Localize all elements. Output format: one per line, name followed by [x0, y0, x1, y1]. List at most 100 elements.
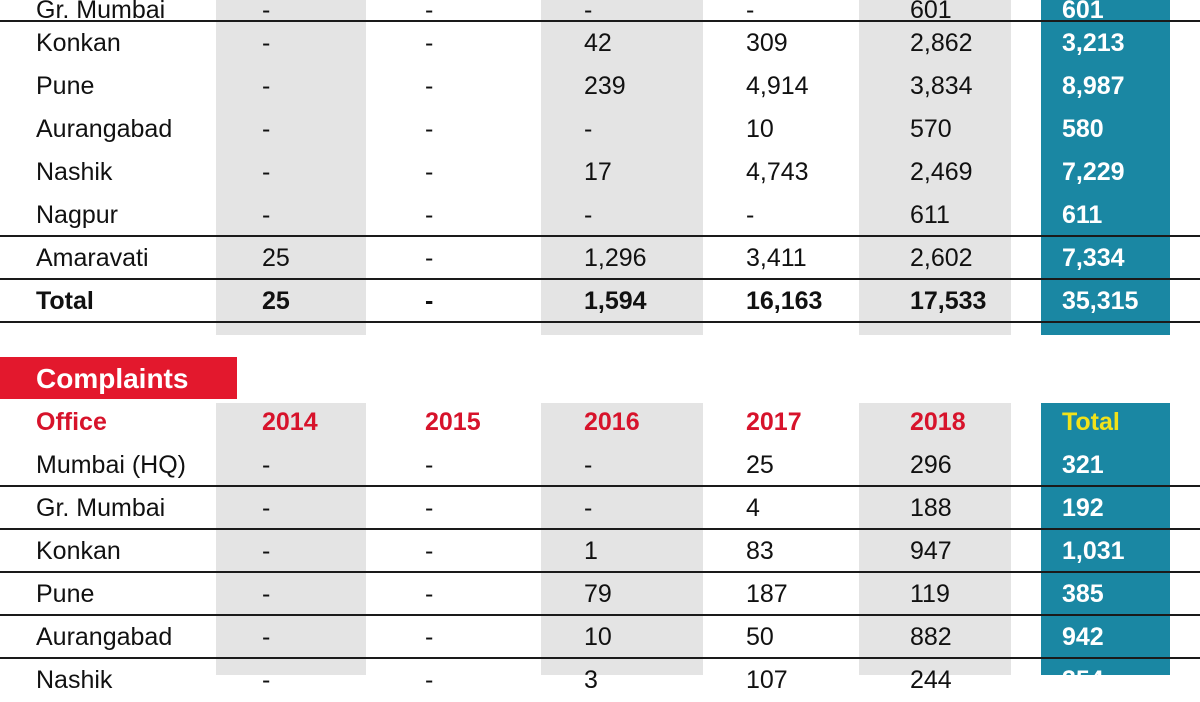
value-2014: - — [262, 158, 271, 186]
value-total: 7,229 — [1062, 158, 1125, 186]
value-total: 1,031 — [1062, 537, 1125, 565]
value-2017: 107 — [746, 666, 788, 694]
value-2017: 16,163 — [746, 287, 823, 315]
value-2015: - — [425, 580, 434, 608]
value-total: 3,213 — [1062, 29, 1125, 57]
table-row: Gr. Mumbai - - - - 601 601 — [0, 0, 1200, 24]
value-2017: - — [746, 201, 755, 229]
value-total: 7,334 — [1062, 244, 1125, 272]
office-cell: Nagpur — [36, 201, 118, 229]
value-2018: 947 — [910, 537, 952, 565]
value-2016: 17 — [584, 158, 612, 186]
value-2015: - — [425, 494, 434, 522]
table-row: Nashik - - 3 107 244 354 — [0, 659, 1200, 702]
office-cell: Pune — [36, 72, 95, 100]
table-row: Konkan - - 42 309 2,862 3,213 — [0, 22, 1200, 65]
value-2018: 2,862 — [910, 29, 973, 57]
table-row: Nashik - - 17 4,743 2,469 7,229 — [0, 151, 1200, 194]
value-2015: - — [425, 115, 434, 143]
table-row: Nagpur - - - - 611 611 — [0, 194, 1200, 237]
value-2014: - — [262, 201, 271, 229]
value-2014: - — [262, 494, 271, 522]
value-2015: - — [425, 623, 434, 651]
value-2018: 882 — [910, 623, 952, 651]
value-2016: - — [584, 115, 593, 143]
value-2017: 309 — [746, 29, 788, 57]
value-2017: 4 — [746, 494, 760, 522]
value-2018: 119 — [910, 580, 950, 608]
value-2014: - — [262, 72, 271, 100]
value-total: 385 — [1062, 580, 1104, 608]
table-row: Gr. Mumbai - - - 4 188 192 — [0, 487, 1200, 530]
value-total: 8,987 — [1062, 72, 1125, 100]
value-2018: 296 — [910, 451, 952, 479]
value-2017: 4,914 — [746, 72, 809, 100]
value-2014: - — [262, 623, 271, 651]
value-2016: - — [584, 494, 593, 522]
section-title: Complaints — [36, 363, 189, 394]
value-2016: - — [584, 0, 593, 24]
value-2017: 187 — [746, 580, 788, 608]
office-cell: Gr. Mumbai — [36, 0, 166, 24]
value-2018: 2,469 — [910, 158, 973, 186]
value-2018: 570 — [910, 115, 952, 143]
table-row: Pune - - 239 4,914 3,834 8,987 — [0, 65, 1200, 108]
table-row: Pune - - 79 187 119 385 — [0, 573, 1200, 616]
value-2017: - — [746, 0, 755, 24]
value-2017: 50 — [746, 623, 774, 651]
value-2018: 188 — [910, 494, 952, 522]
value-2016: 1,296 — [584, 244, 647, 272]
total-row: Total 25 - 1,594 16,163 17,533 35,315 — [0, 280, 1200, 323]
value-2017: 83 — [746, 537, 774, 565]
value-2016: 79 — [584, 580, 612, 608]
complaints-title-bar: Complaints — [0, 357, 237, 399]
value-2015: - — [425, 451, 434, 479]
value-2016: 42 — [584, 29, 612, 57]
value-total: 354 — [1062, 666, 1104, 694]
value-2015: - — [425, 287, 434, 315]
value-total: 35,315 — [1062, 287, 1139, 315]
value-2014: - — [262, 29, 271, 57]
value-2016: - — [584, 201, 593, 229]
value-2018: 17,533 — [910, 287, 987, 315]
value-2016: 10 — [584, 623, 612, 651]
value-2014: - — [262, 115, 271, 143]
value-2015: - — [425, 158, 434, 186]
value-2017: 10 — [746, 115, 774, 143]
value-2015: - — [425, 201, 434, 229]
column-header-2015: 2015 — [425, 408, 481, 436]
value-2016: 1,594 — [584, 287, 647, 315]
value-2014: - — [262, 451, 271, 479]
value-total: 321 — [1062, 451, 1104, 479]
office-cell: Nashik — [36, 666, 113, 694]
value-2014: - — [262, 537, 271, 565]
column-header-2014: 2014 — [262, 408, 318, 436]
office-cell: Nashik — [36, 158, 113, 186]
value-2015: - — [425, 537, 434, 565]
value-2014: 25 — [262, 244, 290, 272]
cases-table: Gr. Mumbai - - - - 601 601 Konkan - - 42… — [0, 0, 1200, 323]
value-2015: - — [425, 29, 434, 57]
office-cell: Pune — [36, 580, 95, 608]
office-cell: Aurangabad — [36, 115, 173, 143]
value-2016: 3 — [584, 666, 598, 694]
table-row: Konkan - - 1 83 947 1,031 — [0, 530, 1200, 573]
column-header-2017: 2017 — [746, 408, 802, 436]
office-cell: Aurangabad — [36, 623, 173, 651]
value-2018: 3,834 — [910, 72, 973, 100]
table-row: Aurangabad - - 10 50 882 942 — [0, 616, 1200, 659]
value-2018: 244 — [910, 666, 952, 694]
office-cell: Konkan — [36, 537, 121, 565]
column-header-2018: 2018 — [910, 408, 966, 436]
table-row: Mumbai (HQ) - - - 25 296 321 — [0, 444, 1200, 487]
value-2017: 4,743 — [746, 158, 809, 186]
value-total: 601 — [1062, 0, 1104, 24]
value-2015: - — [425, 72, 434, 100]
value-2015: - — [425, 666, 434, 694]
value-2017: 3,411 — [746, 244, 807, 272]
office-cell: Konkan — [36, 29, 121, 57]
value-total: 942 — [1062, 623, 1104, 651]
value-2018: 611 — [910, 201, 950, 229]
column-header-2016: 2016 — [584, 408, 640, 436]
table-row: Aurangabad - - - 10 570 580 — [0, 108, 1200, 151]
